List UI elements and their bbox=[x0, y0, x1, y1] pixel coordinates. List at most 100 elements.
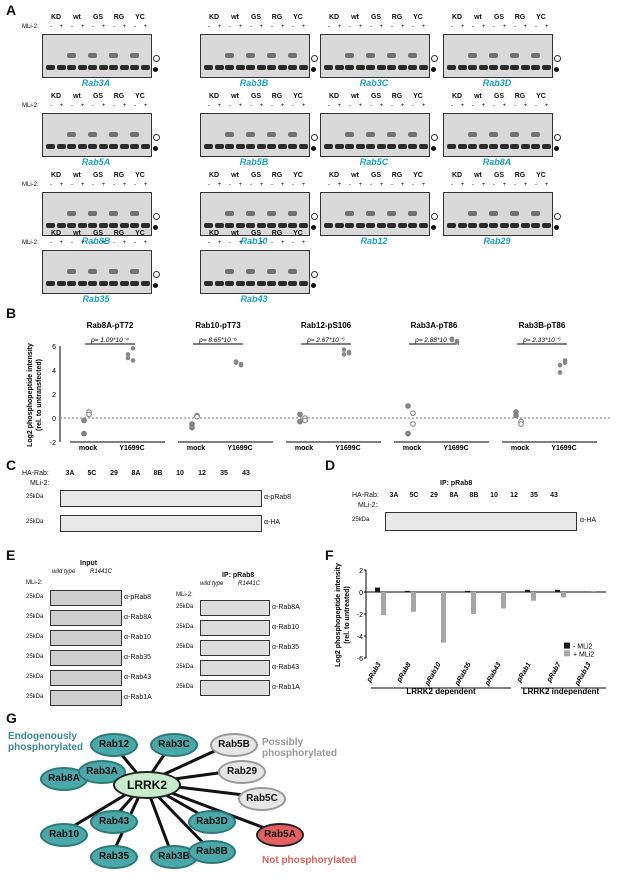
band bbox=[98, 144, 108, 149]
blot-label-rab35: Rab35 bbox=[82, 294, 110, 304]
lane-header: RG bbox=[391, 172, 403, 179]
panel-letter-b: B bbox=[6, 305, 17, 321]
p-value: p= 2.67*10⁻⁵ bbox=[306, 337, 345, 344]
mli-sign: - bbox=[71, 240, 73, 246]
y-tick: -2 bbox=[357, 612, 363, 619]
panel-b-chart: Log2 phosphopeptide intensity (rel. to un… bbox=[27, 321, 610, 450]
blot-label-rab3b: Rab3B bbox=[239, 78, 269, 88]
band bbox=[119, 65, 129, 70]
mli-sign: + bbox=[101, 182, 106, 188]
band-shifted bbox=[531, 53, 540, 58]
band bbox=[298, 281, 308, 286]
marker-open bbox=[153, 134, 160, 141]
band bbox=[387, 65, 396, 70]
band bbox=[56, 223, 66, 228]
mli-sign: - bbox=[328, 103, 330, 109]
band bbox=[56, 65, 66, 70]
band-shifted bbox=[88, 132, 97, 137]
band bbox=[447, 223, 456, 228]
band bbox=[130, 223, 139, 228]
lane-header: YC bbox=[293, 14, 303, 21]
data-point bbox=[125, 355, 131, 361]
data-point bbox=[130, 358, 136, 363]
data-point bbox=[86, 411, 92, 418]
band bbox=[67, 144, 76, 149]
blot-label-rab3c: Rab3C bbox=[359, 78, 389, 88]
band bbox=[214, 144, 224, 149]
node-rab12: Rab12 bbox=[90, 733, 138, 757]
marker-open bbox=[311, 271, 318, 278]
band bbox=[256, 144, 266, 149]
band-shifted bbox=[67, 211, 76, 216]
mli-sign: - bbox=[134, 103, 136, 109]
mli-sign: + bbox=[280, 103, 285, 109]
band-shifted bbox=[225, 53, 234, 58]
node-rab35: Rab35 bbox=[90, 845, 138, 869]
band bbox=[235, 65, 245, 70]
band bbox=[88, 144, 97, 149]
band bbox=[214, 65, 224, 70]
lane-header: GS bbox=[250, 14, 262, 21]
mli-sign: - bbox=[134, 24, 136, 30]
band bbox=[345, 65, 354, 70]
ha-rab-label: HA-Rab: bbox=[352, 492, 379, 499]
lane-header: wt bbox=[231, 14, 239, 21]
lane-header: YC bbox=[135, 172, 145, 179]
p-value: p= 8.65*10⁻⁶ bbox=[198, 337, 237, 344]
mli-sign: - bbox=[134, 182, 136, 188]
mli-sign: + bbox=[59, 103, 64, 109]
mli-sign: - bbox=[271, 240, 273, 246]
mli-sign: + bbox=[122, 240, 127, 246]
genotype-wt: wild type bbox=[52, 569, 76, 575]
mli-sign: - bbox=[250, 182, 252, 188]
band bbox=[387, 144, 396, 149]
band bbox=[204, 65, 213, 70]
data-point bbox=[194, 414, 200, 420]
band bbox=[235, 281, 245, 286]
band bbox=[214, 281, 224, 286]
lane-header: YC bbox=[293, 230, 303, 237]
mli-sign: - bbox=[229, 182, 231, 188]
mli-sign: - bbox=[370, 24, 372, 30]
lane-header: KD bbox=[451, 93, 463, 100]
blot-rab5c bbox=[320, 113, 430, 157]
lane-header: KD bbox=[328, 14, 340, 21]
bar-prab43-1 bbox=[501, 592, 506, 609]
mli-sign: - bbox=[113, 24, 115, 30]
mli-sign: + bbox=[481, 182, 486, 188]
lane-header: wt bbox=[474, 172, 482, 179]
lane-header: wt bbox=[351, 93, 359, 100]
antibody-label: α-Rab10 bbox=[124, 634, 152, 641]
band bbox=[408, 144, 417, 149]
band-shifted bbox=[531, 132, 540, 137]
band-shifted bbox=[489, 53, 498, 58]
band bbox=[334, 65, 344, 70]
marker-filled bbox=[554, 146, 559, 151]
mli-sign: - bbox=[71, 182, 73, 188]
lane-label: 8B bbox=[153, 470, 163, 477]
mli-sign: - bbox=[292, 182, 294, 188]
lane-header: RG bbox=[271, 93, 283, 100]
panel-letter-d: D bbox=[325, 457, 336, 473]
blot-ha bbox=[60, 515, 262, 532]
mli-sign: + bbox=[217, 182, 222, 188]
node-rab5b: Rab5B bbox=[210, 733, 258, 757]
band bbox=[109, 281, 118, 286]
band bbox=[397, 144, 407, 149]
band bbox=[366, 144, 375, 149]
band bbox=[288, 65, 297, 70]
blot-label-rab12: Rab12 bbox=[360, 236, 388, 246]
data-point bbox=[449, 337, 455, 343]
mw-marker: 25kDa bbox=[352, 517, 370, 523]
mli-label: MLi-2: bbox=[22, 182, 39, 188]
p-value: p= 2.33*10⁻⁵ bbox=[522, 337, 561, 344]
blot-input bbox=[50, 650, 122, 666]
mw-marker: 25kDa bbox=[176, 624, 194, 630]
mw-marker: 25kDa bbox=[26, 594, 44, 600]
marker-filled bbox=[311, 67, 316, 72]
mli-sign: - bbox=[50, 182, 52, 188]
band bbox=[130, 144, 139, 149]
node-rab3c: Rab3C bbox=[150, 733, 198, 757]
band bbox=[355, 223, 365, 228]
blot-rab10 bbox=[200, 192, 310, 236]
